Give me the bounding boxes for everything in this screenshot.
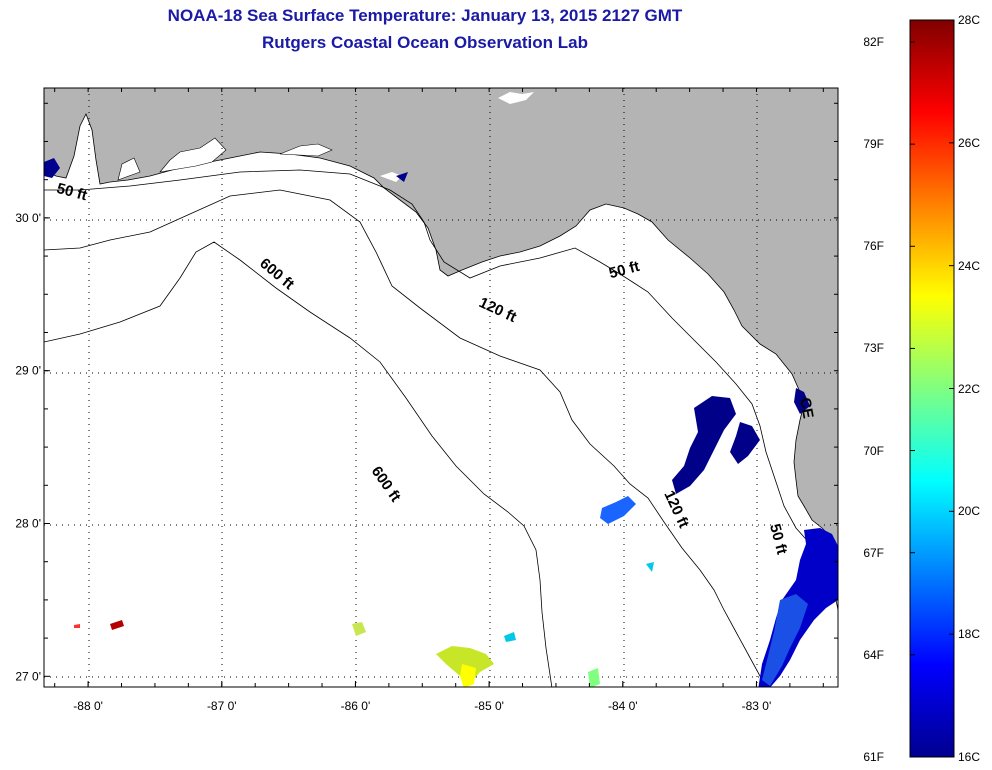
sst-patch-cold (672, 396, 736, 494)
land-mass (44, 88, 838, 549)
sst-data-patches (44, 158, 838, 687)
sst-patch-cold (730, 422, 760, 464)
bay (380, 172, 402, 182)
sst-patch-cold (794, 388, 810, 414)
y-tick-label: 28 0' (15, 516, 41, 530)
contour-label: CE (796, 396, 816, 419)
colorbar-fahrenheit-label: 73F (863, 341, 884, 356)
colorbar-fahrenheit-label: 64F (863, 647, 884, 662)
x-tick-label: -88 0' (73, 699, 103, 713)
bay (498, 92, 534, 104)
graticule (44, 88, 838, 687)
x-tick-label: -83 0' (742, 699, 772, 713)
contour-50ft (44, 169, 838, 611)
x-tick-label: -87 0' (207, 699, 237, 713)
y-tick-label: 30 0' (15, 211, 41, 225)
sst-patch-hot (110, 620, 124, 630)
bay (159, 137, 227, 173)
colorbar-celsius-label: 26C (958, 135, 981, 150)
sst-patch-mid (600, 496, 636, 524)
y-tick-label: 27 0' (15, 669, 41, 683)
axis-ticks: -88 0' -87 0' -86 0' -85 0' -84 0' -83 0' 30 0… (15, 88, 838, 713)
sst-patch-warm (352, 622, 366, 636)
colorbar-fahrenheit-label: 61F (863, 750, 884, 764)
sst-patch-warm (460, 664, 476, 687)
colorbar-fahrenheit-label: 70F (863, 443, 884, 458)
colorbar-celsius-label: 18C (958, 627, 981, 642)
x-tick-label: -84 0' (608, 699, 638, 713)
x-tick-label: -86 0' (341, 699, 371, 713)
colorbar-ticks (910, 19, 954, 758)
colorbar-fahrenheit-label: 67F (863, 545, 884, 560)
map-frame (43, 87, 839, 688)
sst-patch-warm (588, 668, 600, 687)
colorbar-fahrenheit-label: 76F (863, 239, 884, 254)
bay (279, 143, 333, 157)
bay (117, 157, 141, 181)
colorbar-celsius-label: 24C (958, 258, 981, 273)
y-tick-label: 29 0' (15, 364, 41, 378)
sst-patch-cold (44, 158, 60, 178)
sst-patch-warm (504, 632, 516, 642)
x-tick-label: -85 0' (474, 699, 504, 713)
map-title: NOAA-18 Sea Surface Temperature: January… (167, 6, 683, 25)
colorbar (909, 19, 955, 758)
colorbar-celsius-label: 22C (958, 381, 981, 396)
sst-patch-cold (396, 172, 408, 182)
colorbar-celsius-label: 28C (958, 13, 981, 27)
colorbar-celsius-label: 16C (958, 750, 981, 764)
map-subtitle: Rutgers Coastal Ocean Observation Lab (262, 33, 588, 52)
colorbar-fahrenheit-label: 79F (863, 137, 884, 152)
colorbar-celsius-label: 20C (958, 504, 981, 519)
sst-patch-hot (74, 624, 80, 628)
colorbar-fahrenheit-label: 82F (863, 35, 884, 49)
sst-patch-warm (646, 562, 654, 572)
contour-600ft (44, 241, 553, 687)
sst-patch-mid (762, 594, 808, 686)
contour-120ft (44, 189, 769, 687)
